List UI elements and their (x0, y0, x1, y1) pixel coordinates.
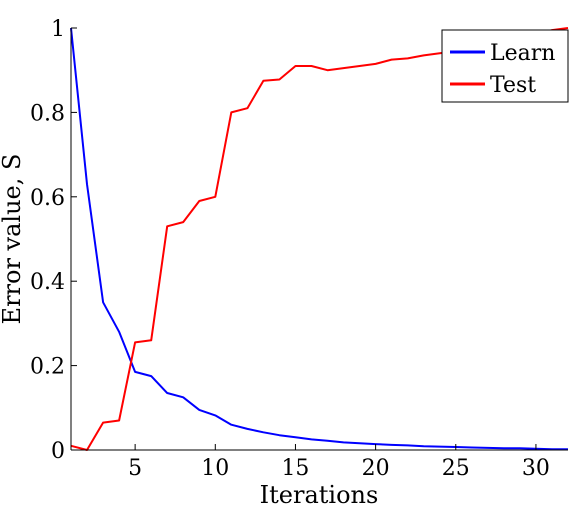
y-tick-label: 0.2 (30, 355, 65, 380)
legend-label-learn: Learn (490, 41, 555, 66)
x-tick-label: 30 (522, 456, 550, 481)
legend: Learn Test (441, 29, 569, 103)
y-tick-label: 0.4 (30, 270, 65, 295)
x-tick-label: 5 (128, 456, 142, 481)
legend-box (441, 29, 569, 103)
y-tick-label: 0 (51, 439, 65, 464)
y-tick-label: 0.8 (30, 101, 65, 126)
axes-layer (70, 28, 568, 451)
x-tick-label: 10 (201, 456, 229, 481)
legend-label-test: Test (490, 73, 536, 98)
x-axis-title: Iterations (260, 481, 379, 509)
x-tick-label: 25 (442, 456, 470, 481)
x-tick-label: 15 (281, 456, 309, 481)
series-line-learn (70, 27, 568, 451)
y-tick-label: 0.6 (30, 186, 65, 211)
y-axis-title: Error value, S (0, 154, 26, 325)
x-tick-label: 20 (362, 456, 390, 481)
y-tick-label: 1 (51, 17, 65, 42)
ticks-layer: 5 10 15 20 25 30 0 0.2 0.4 0.6 0.8 1 (30, 17, 550, 481)
